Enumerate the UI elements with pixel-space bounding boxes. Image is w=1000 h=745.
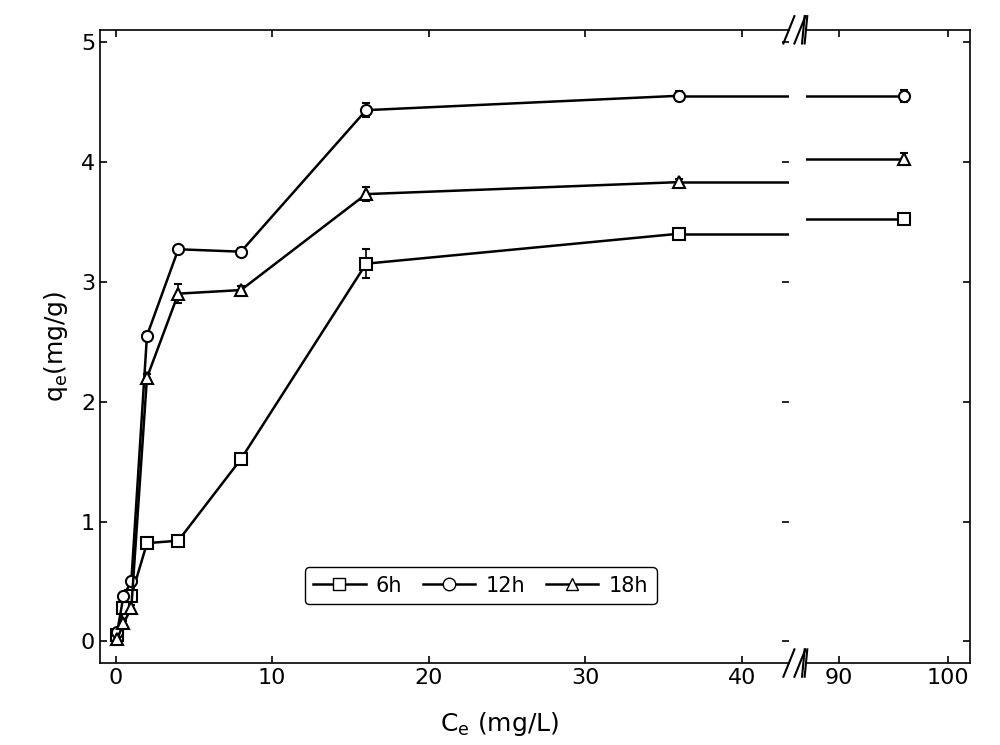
Legend: 6h, 12h, 18h: 6h, 12h, 18h [305,568,657,604]
Text: C$_\mathregular{e}$ (mg/L): C$_\mathregular{e}$ (mg/L) [440,709,560,738]
Y-axis label: q$_\mathregular{e}$(mg/g): q$_\mathregular{e}$(mg/g) [42,291,70,402]
